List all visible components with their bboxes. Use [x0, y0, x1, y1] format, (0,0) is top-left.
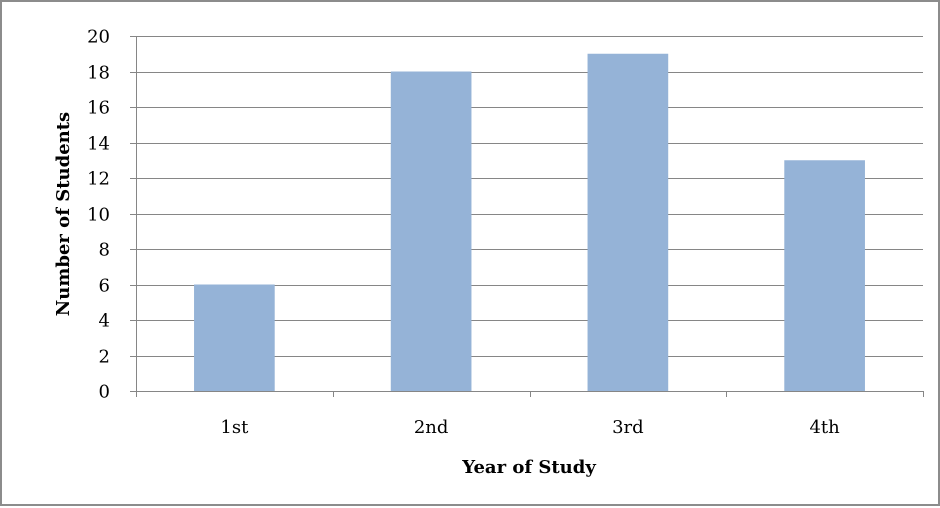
x-tick-label: 1st: [220, 417, 249, 438]
y-tick-label: 12: [87, 169, 110, 190]
y-tick-labels: 0 2 4 6 8 10 12 14 16 18 20: [87, 27, 110, 403]
x-tick-label: 3rd: [612, 417, 644, 438]
x-tick-label: 4th: [809, 417, 840, 438]
y-tick-label: 10: [87, 205, 110, 226]
y-tick-label: 6: [99, 276, 110, 297]
y-axis-title: Number of Students: [53, 112, 74, 316]
bars: [194, 53, 865, 391]
y-tick-label: 0: [99, 382, 110, 403]
y-tick-label: 8: [99, 240, 110, 261]
bar-1st: [194, 284, 275, 391]
bar-4th: [784, 160, 865, 391]
x-tick-label: 2nd: [414, 417, 449, 438]
y-tick-label: 18: [87, 63, 110, 84]
y-tick-label: 14: [87, 134, 110, 155]
y-tick-label: 20: [87, 27, 110, 48]
axes: [130, 36, 924, 397]
y-tick-label: 4: [99, 311, 110, 332]
bar-3rd: [587, 53, 669, 391]
bar-2nd: [390, 71, 472, 391]
y-tick-label: 16: [87, 98, 110, 119]
y-tick-label: 2: [99, 347, 110, 368]
x-tick-labels: 1st 2nd 3rd 4th: [220, 417, 840, 438]
x-axis-title: Year of Study: [461, 457, 596, 478]
